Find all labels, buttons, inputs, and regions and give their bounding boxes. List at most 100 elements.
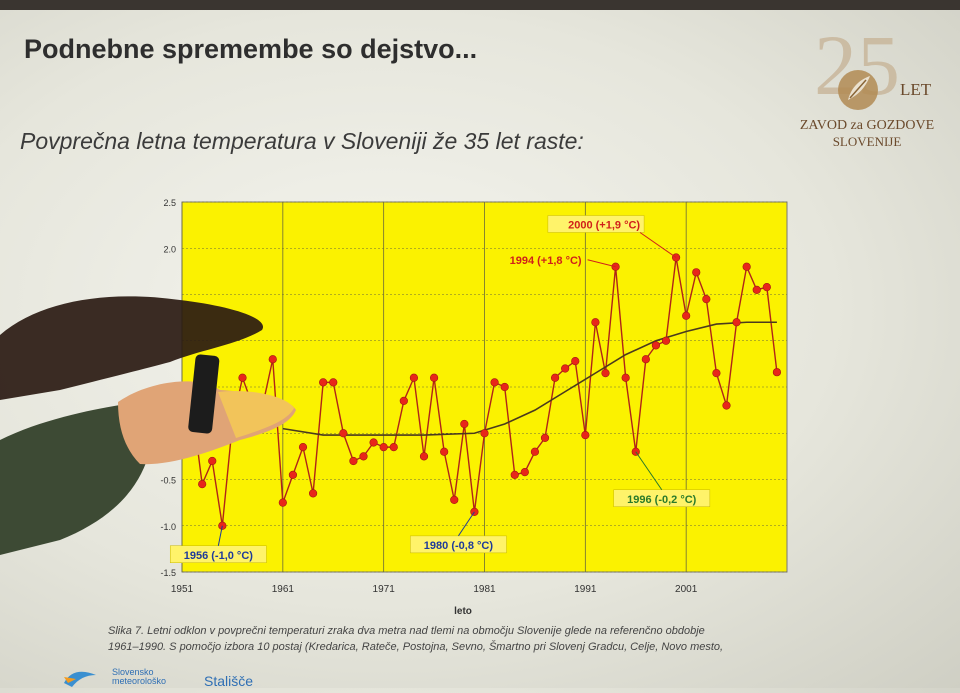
data-point <box>530 447 540 456</box>
data-point <box>520 468 529 477</box>
data-point <box>611 262 620 271</box>
data-point <box>198 480 207 489</box>
data-point <box>429 373 439 382</box>
x-axis-title: leto <box>454 606 472 617</box>
annotation-arrow <box>635 451 663 491</box>
data-point <box>359 452 368 461</box>
arso-org-line1: Slovensko <box>112 667 154 677</box>
data-point <box>419 452 429 461</box>
stalisce-label: Stališče <box>204 673 254 689</box>
data-point <box>561 364 570 373</box>
data-point <box>732 318 741 327</box>
data-point <box>480 429 489 438</box>
data-point <box>490 378 499 387</box>
figure-caption: Slika 7. Letni odklon v povprečni temper… <box>108 623 848 655</box>
data-point <box>379 443 388 452</box>
logo-org-line2: SLOVENIJE <box>832 134 902 149</box>
data-point <box>278 498 287 507</box>
data-point <box>389 443 398 452</box>
top-bar <box>0 0 960 10</box>
data-point <box>460 419 469 429</box>
x-tick-label: 1971 <box>373 584 396 595</box>
trend-line <box>282 321 777 436</box>
arso-logo: Slovensko meteorološko Stališče <box>60 665 253 689</box>
data-point <box>641 355 650 364</box>
y-tick-label: -1.0 <box>160 522 176 532</box>
y-tick-label: 2.0 <box>163 244 176 254</box>
annotation-label: 1956 (-1,0 °C) <box>184 550 254 562</box>
data-point <box>692 268 701 277</box>
data-point <box>722 401 731 410</box>
data-point <box>550 373 560 382</box>
annotation-arrow <box>587 259 616 268</box>
annotation-box <box>169 545 267 563</box>
data-point <box>651 341 661 350</box>
data-point <box>752 285 761 294</box>
data-point <box>399 396 408 405</box>
zgs-logo: 25 LET ZAVOD za GOZDOVE SLOVENIJE <box>792 14 942 154</box>
data-point <box>409 373 419 382</box>
slide-title: Podnebne spremembe so dejstvo... <box>24 34 478 64</box>
data-point <box>177 392 187 401</box>
data-point <box>329 378 338 387</box>
data-point <box>369 438 378 447</box>
data-point <box>500 382 509 392</box>
data-point <box>510 470 519 479</box>
data-point <box>248 401 257 410</box>
slide-subtitle: Povprečna letna temperatura v Sloveniji … <box>20 128 584 154</box>
x-tick-label: 1991 <box>574 584 597 595</box>
data-point <box>540 433 550 442</box>
data-point <box>308 489 318 498</box>
data-point <box>742 262 751 271</box>
data-point <box>762 282 771 292</box>
annotation-label: 1980 (-0,8 °C) <box>424 540 494 552</box>
data-point <box>440 447 449 456</box>
logo-org-line1: ZAVOD za GOZDOVE <box>799 118 935 133</box>
temperature-chart: 1951 1961 1971 1981 1991 2001 -1.5 -1.0 -0.5 2.0 2… <box>160 198 788 617</box>
logo-let: LET <box>900 80 932 99</box>
data-point <box>208 456 217 466</box>
x-tick-label: 1951 <box>171 584 194 595</box>
data-point <box>772 368 782 377</box>
data-point <box>621 373 630 382</box>
data-point <box>571 357 580 366</box>
data-point <box>349 456 358 466</box>
data-point <box>702 295 711 304</box>
x-tick-label: 1981 <box>473 584 496 595</box>
data-point <box>712 369 721 378</box>
annotation-label: 2000 (+1,9 °C) <box>568 220 640 232</box>
y-tick-label: 2.5 <box>163 198 176 208</box>
data-point <box>450 495 459 504</box>
data-point <box>268 355 277 364</box>
data-point <box>601 369 610 378</box>
data-point <box>339 429 348 438</box>
annotation-arrow <box>639 232 677 258</box>
logo-emblem: 25 <box>814 17 900 113</box>
x-tick-label: 1961 <box>272 584 295 595</box>
annotation-label: 1994 (+1,8 °C) <box>510 255 582 267</box>
caption-line-2: 1961–1990. S pomočjo izbora 10 postaj (K… <box>108 641 724 653</box>
data-point <box>661 336 671 345</box>
y-tick-label: -1.5 <box>160 568 176 578</box>
data-point <box>258 401 267 410</box>
data-point <box>319 378 328 387</box>
annotation-arrow <box>217 525 223 546</box>
y-tick-label: -0.5 <box>160 476 176 486</box>
data-point <box>228 419 237 429</box>
arso-org-name: Slovensko meteorološko <box>112 668 166 686</box>
annotation-arrow <box>458 511 475 537</box>
data-point <box>238 373 247 382</box>
data-point <box>591 318 600 327</box>
annotation-box <box>547 215 645 233</box>
series-line <box>181 257 778 526</box>
caption-line-1: Slika 7. Letni odklon v povprečni temper… <box>108 625 705 637</box>
bird-icon <box>64 671 96 687</box>
data-point <box>682 311 691 320</box>
x-tick-label: 2001 <box>675 584 698 595</box>
arso-org-line2: meteorološko <box>112 676 167 686</box>
annotation-label: 1996 (-0,2 °C) <box>627 494 697 506</box>
data-point <box>187 401 197 410</box>
data-point <box>298 443 308 452</box>
data-point <box>288 470 298 479</box>
data-point <box>581 431 590 440</box>
